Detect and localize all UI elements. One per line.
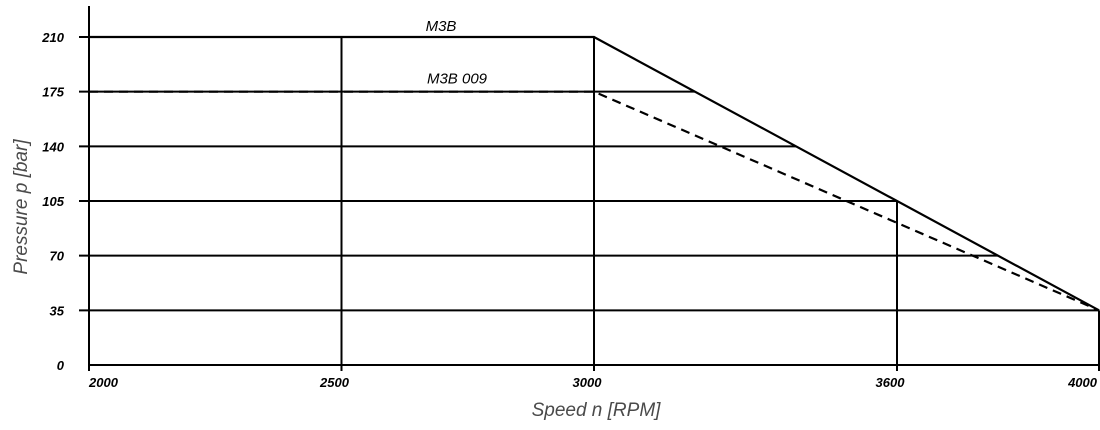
y-tick-label: 140 — [42, 139, 64, 154]
y-tick-label: 35 — [50, 303, 65, 318]
series-group — [89, 35, 1100, 312]
series-line-m3b — [89, 35, 1100, 312]
x-tick-label: 3600 — [876, 375, 906, 390]
series-labels: M3B M3B 009 — [426, 18, 488, 88]
y-tick-label: 0 — [57, 358, 65, 373]
x-tick-label: 2000 — [88, 375, 119, 390]
y-tick-label: 175 — [42, 85, 64, 100]
tick-labels: 0 35 70 105 140 175 210 2000 2500 3000 3600 4000 — [41, 30, 1097, 390]
y-tick-label: 70 — [50, 249, 65, 264]
series-label-m3b: M3B — [426, 18, 457, 35]
x-tick-label: 2500 — [319, 375, 350, 390]
x-tick-label: 4000 — [1067, 375, 1098, 390]
y-tick-label: 105 — [42, 194, 64, 209]
series-label-m3b-009: M3B 009 — [427, 71, 488, 88]
grid — [79, 36, 1099, 371]
x-axis-title: Speed n [RPM] — [532, 400, 662, 421]
series-line-m3b-009 — [89, 90, 1100, 312]
y-axis-title: Pressure p [bar] — [11, 139, 32, 275]
axes — [88, 6, 1100, 371]
x-tick-label: 3000 — [573, 375, 603, 390]
y-tick-label: 210 — [41, 30, 64, 45]
